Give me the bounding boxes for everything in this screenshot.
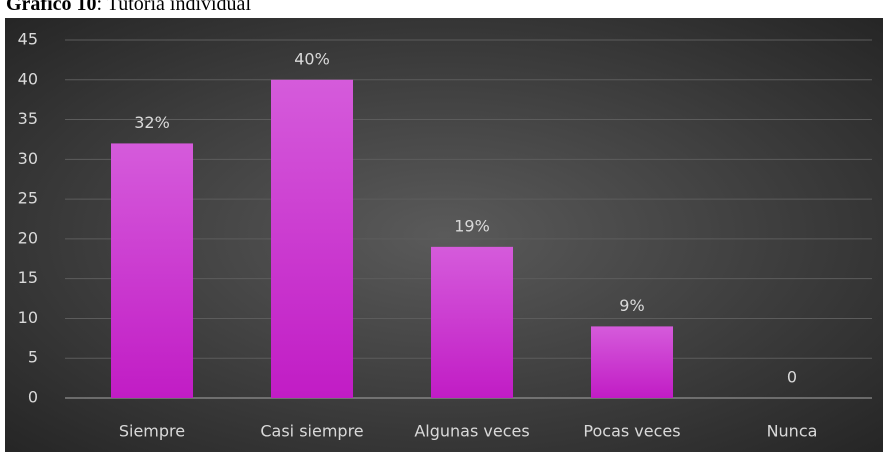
- bar: [111, 143, 193, 398]
- y-tick-label: 25: [18, 189, 38, 208]
- x-tick-label: Nunca: [767, 422, 818, 441]
- y-tick-label: 20: [18, 228, 38, 247]
- data-label: 40%: [294, 49, 330, 68]
- bar: [591, 326, 673, 398]
- bar: [271, 79, 353, 399]
- chart-title: Gráfico 10: Tutoría individual: [6, 0, 251, 15]
- data-label: 0: [787, 368, 797, 387]
- y-tick-label: 15: [18, 268, 38, 287]
- data-label: 19%: [454, 216, 490, 235]
- y-tick-label: 5: [28, 348, 38, 367]
- x-tick-label: Pocas veces: [583, 422, 680, 441]
- title-rest: : Tutoría individual: [97, 0, 252, 15]
- x-tick-label: Siempre: [119, 422, 185, 441]
- y-tick-label: 40: [18, 69, 38, 88]
- bar: [431, 246, 513, 398]
- y-tick-label: 35: [18, 109, 38, 128]
- y-tick-label: 30: [18, 149, 38, 168]
- y-tick-label: 0: [28, 388, 38, 407]
- y-tick-label: 45: [18, 30, 38, 49]
- data-label: 9%: [619, 296, 644, 315]
- x-tick-label: Casi siempre: [260, 422, 363, 441]
- data-label: 32%: [134, 113, 170, 132]
- title-bold: Gráfico 10: [6, 0, 97, 15]
- x-tick-label: Algunas veces: [414, 422, 529, 441]
- y-tick-label: 10: [18, 308, 38, 327]
